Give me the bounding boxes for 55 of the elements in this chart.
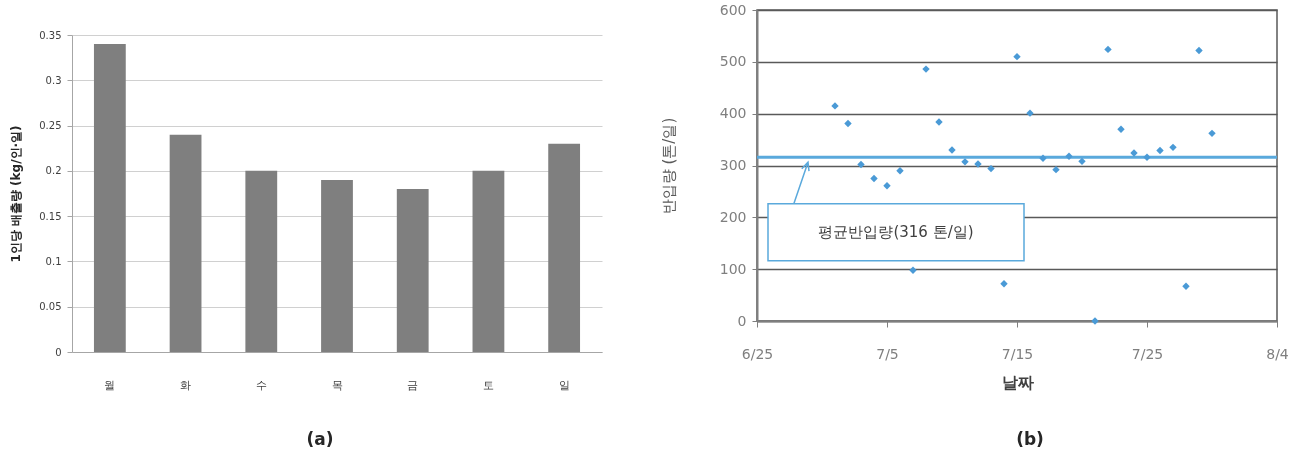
point [1169, 143, 1177, 152]
point [987, 164, 995, 173]
x-tick-label: 월 [104, 378, 116, 392]
point [1156, 146, 1164, 155]
point [857, 160, 865, 169]
y-axis-title: 1인당 배출량 (kg/인·일) [8, 125, 23, 263]
x-tick-label: 수 [255, 378, 267, 392]
y-tick-label: 300 [719, 157, 747, 173]
y-tick-label: 400 [719, 105, 747, 122]
y-tick-label: 600 [719, 1, 747, 18]
annotation: 평균반입량(316 톤/일) [818, 223, 974, 242]
y-axis-title: 반입량 (톤/일) [659, 117, 678, 215]
point [883, 182, 891, 190]
y-tick-label: 0.3 [45, 74, 62, 86]
y-tick-label: 0 [737, 312, 747, 329]
text: (a) [306, 429, 334, 449]
point [896, 166, 904, 175]
bar [245, 170, 278, 352]
y-tick-label: 0.1 [45, 255, 62, 267]
x-tick-label: 7/5 [876, 345, 899, 362]
point [1104, 45, 1112, 54]
y-tick-label: 0.35 [39, 29, 62, 41]
y-tick-label: 0.25 [39, 120, 62, 132]
y-tick-label: 200 [719, 208, 747, 225]
bar [548, 143, 581, 352]
x-tick-label: 금 [407, 378, 419, 392]
point [844, 119, 852, 128]
bar [396, 188, 429, 352]
point [1013, 52, 1021, 61]
point [870, 174, 878, 183]
point [1195, 46, 1203, 55]
y-tick-label: 0 [55, 346, 62, 358]
x-tick-label: 6/25 [741, 345, 774, 362]
point [1052, 165, 1060, 174]
y-tick-label: 0.15 [39, 210, 62, 222]
x-tick-label: 일 [558, 378, 570, 392]
y-tick-label: 0.05 [39, 301, 62, 313]
x-tick-label: 7/15 [1001, 345, 1034, 362]
text: (b) [1016, 429, 1044, 449]
point [1000, 279, 1008, 288]
point [1078, 157, 1086, 166]
y-tick-label: 0.2 [45, 165, 62, 177]
x-tick-label: 목 [331, 378, 343, 392]
x-axis-title: 날짜 [1001, 372, 1034, 392]
x-tick-label: 8/4 [1266, 345, 1289, 362]
y-tick-label: 500 [719, 53, 747, 70]
x-tick-label: 토 [482, 378, 494, 392]
x-tick-label: 화 [180, 378, 192, 392]
bar [169, 134, 202, 352]
bar [93, 44, 126, 352]
bar [321, 179, 353, 352]
point [1208, 129, 1216, 138]
bar [472, 170, 505, 352]
x-tick-label: 7/25 [1131, 345, 1164, 362]
y-tick-label: 100 [719, 260, 747, 277]
